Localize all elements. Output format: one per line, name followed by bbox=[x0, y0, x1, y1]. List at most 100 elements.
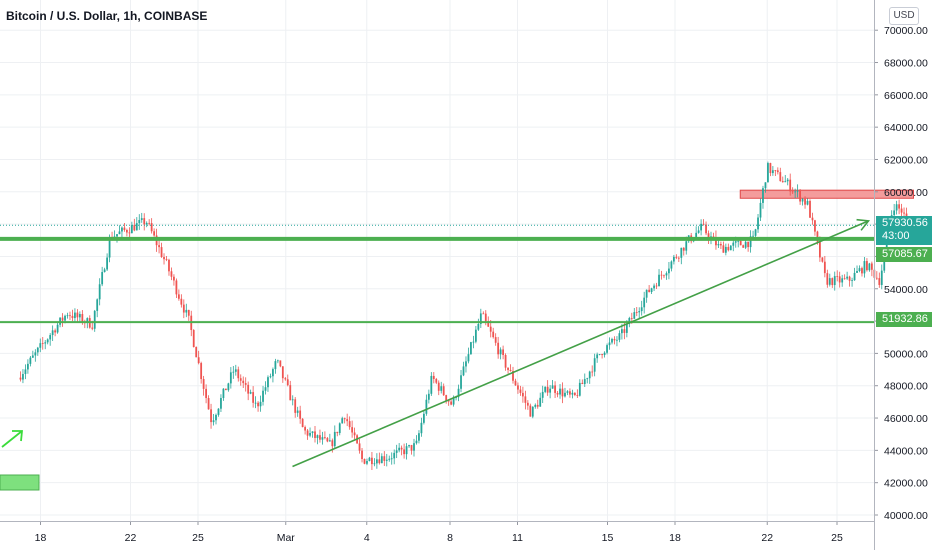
candle-body bbox=[705, 224, 707, 234]
candle-body bbox=[74, 312, 76, 319]
candle-body bbox=[539, 397, 542, 407]
candle-body bbox=[598, 354, 601, 355]
candle-body bbox=[665, 273, 668, 276]
candle-body bbox=[69, 315, 71, 317]
candle-body bbox=[108, 237, 111, 258]
candle-body bbox=[234, 369, 237, 372]
time-tick-label: 8 bbox=[447, 532, 453, 544]
candle-body bbox=[759, 202, 762, 218]
candle-body bbox=[858, 268, 861, 272]
candle-body bbox=[123, 227, 126, 230]
candle-body bbox=[591, 371, 594, 373]
candle-body bbox=[660, 274, 663, 276]
candle-body bbox=[658, 274, 660, 287]
candle-body bbox=[801, 198, 804, 202]
price-tick-label: 46000.00 bbox=[884, 413, 928, 425]
candle-body bbox=[106, 257, 108, 270]
candle-body bbox=[700, 223, 702, 231]
candle-body bbox=[866, 261, 868, 271]
candle-body bbox=[455, 397, 457, 399]
candle-body bbox=[551, 385, 554, 389]
candle-body bbox=[442, 386, 445, 396]
candle-body bbox=[153, 231, 156, 236]
candle-body bbox=[549, 388, 552, 393]
candle-body bbox=[754, 229, 757, 236]
candle-body bbox=[437, 382, 440, 391]
candle-body bbox=[400, 447, 403, 450]
countdown-value: 43:00 bbox=[882, 230, 910, 242]
candle-body bbox=[78, 314, 81, 318]
candle-body bbox=[861, 268, 863, 274]
candle-body bbox=[569, 391, 571, 395]
candle-body bbox=[24, 369, 27, 375]
candle-body bbox=[628, 318, 631, 324]
candle-body bbox=[148, 222, 151, 224]
drawings bbox=[0, 218, 874, 468]
candle-body bbox=[898, 204, 900, 209]
candle-body bbox=[452, 397, 455, 405]
candle-body bbox=[380, 456, 383, 464]
candle-body bbox=[776, 170, 779, 173]
candle-body bbox=[460, 375, 462, 389]
candle-body bbox=[566, 391, 569, 393]
candle-body bbox=[875, 277, 878, 279]
candle-body bbox=[264, 387, 267, 391]
candle-body bbox=[465, 361, 467, 367]
candle-body bbox=[470, 342, 472, 355]
candle-body bbox=[160, 247, 163, 258]
candle-body bbox=[724, 246, 727, 253]
candle-body bbox=[425, 399, 428, 414]
candle-body bbox=[173, 276, 175, 281]
candle-body bbox=[34, 352, 37, 356]
candle-body bbox=[81, 314, 84, 323]
candle-body bbox=[101, 272, 104, 285]
candle-body bbox=[403, 449, 405, 455]
candle-body bbox=[514, 380, 517, 386]
candle-body bbox=[826, 273, 829, 285]
candle-body bbox=[781, 181, 784, 183]
candle-body bbox=[76, 312, 79, 318]
current-price-value: 57930.56 bbox=[882, 217, 928, 229]
candle-body bbox=[133, 225, 136, 231]
candle-body bbox=[774, 170, 777, 172]
candle-body bbox=[559, 388, 561, 395]
candle-body bbox=[697, 230, 700, 233]
candle-body bbox=[744, 241, 747, 248]
candle-body bbox=[554, 385, 556, 393]
candle-body bbox=[524, 396, 527, 403]
price-tick-label: 60000.00 bbox=[884, 187, 928, 199]
candle-body bbox=[739, 240, 742, 246]
candle-body bbox=[571, 392, 574, 395]
currency-button[interactable]: USD bbox=[889, 7, 919, 25]
candle-body bbox=[200, 363, 203, 380]
candle-body bbox=[608, 342, 611, 346]
candle-body bbox=[291, 399, 294, 401]
candle-body bbox=[336, 431, 339, 434]
candle-body bbox=[606, 345, 608, 353]
candle-body bbox=[685, 241, 688, 251]
candle-body bbox=[143, 218, 146, 225]
candle-body bbox=[880, 270, 883, 285]
candle-body bbox=[462, 366, 465, 376]
candle-body bbox=[286, 379, 289, 386]
candle-body bbox=[749, 236, 752, 248]
candle-body bbox=[86, 318, 89, 323]
candle-body bbox=[299, 410, 302, 419]
price-tick-label: 54000.00 bbox=[884, 284, 928, 296]
candle-body bbox=[492, 331, 495, 338]
candle-body bbox=[556, 392, 559, 395]
grid-lines bbox=[0, 0, 874, 521]
green-zone bbox=[0, 474, 40, 491]
candle-body bbox=[680, 247, 683, 258]
candle-body bbox=[814, 220, 816, 232]
candle-body bbox=[561, 388, 564, 397]
candle-body bbox=[366, 461, 368, 464]
candle-body bbox=[522, 392, 524, 397]
candle-body bbox=[507, 367, 509, 370]
zones bbox=[0, 189, 914, 491]
candle-body bbox=[484, 313, 487, 322]
candle-body bbox=[170, 271, 173, 277]
time-tick-label: 4 bbox=[364, 532, 370, 544]
candle-body bbox=[103, 269, 106, 273]
